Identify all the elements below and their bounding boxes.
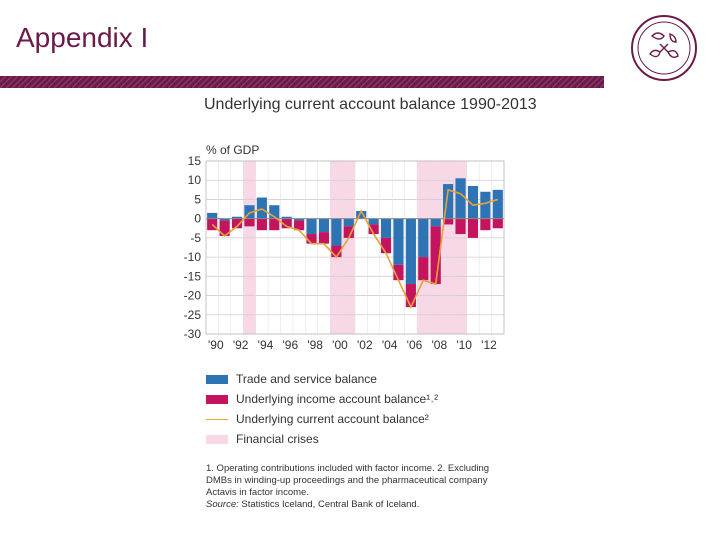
bar-income [269, 218, 280, 231]
legend-label-crisis: Financial crises [236, 432, 319, 446]
x-tick-label: '00 [332, 338, 348, 352]
bar-trade [480, 191, 491, 219]
bar-trade [331, 218, 342, 246]
bar-income [368, 224, 379, 235]
bar-trade [231, 216, 243, 219]
y-tick-label: -25 [184, 308, 202, 322]
bar-income [231, 218, 243, 229]
bar-trade [294, 218, 305, 221]
bar-income [318, 232, 330, 244]
bar-income [256, 218, 267, 231]
y-tick-label: -10 [184, 250, 202, 264]
bar-trade [343, 218, 354, 227]
legend-item-income: Underlying income account balance¹˒² [206, 389, 438, 409]
bar-trade [492, 189, 503, 219]
bar-trade [318, 218, 330, 233]
y-tick-label: -30 [184, 327, 202, 341]
plot-frame [205, 160, 505, 335]
bar-income [430, 226, 441, 285]
footnote-text: 1. Operating contributions included with… [206, 463, 490, 498]
bar-trade [256, 197, 267, 219]
crisis-band-0 [243, 161, 256, 334]
y-tick-label: 15 [188, 154, 202, 168]
line-current-account [211, 188, 499, 309]
legend-swatch-crisis [206, 434, 228, 444]
source-text: Statistics Iceland, Central Bank of Icel… [241, 499, 420, 510]
legend-label-current: Underlying current account balance² [236, 412, 429, 426]
bar-trade [219, 218, 230, 221]
bar-income [331, 245, 342, 258]
central-bank-emblem-icon [631, 15, 697, 81]
bar-trade [281, 216, 292, 219]
x-tick-label: '94 [258, 338, 274, 352]
y-tick-label: -15 [184, 269, 202, 283]
bar-trade [207, 212, 218, 219]
bar-trade [244, 205, 255, 219]
x-tick-label: '96 [283, 338, 299, 352]
x-tick-label: '10 [456, 338, 472, 352]
x-tick-label: '08 [432, 338, 448, 352]
bar-income [380, 237, 392, 254]
bar-trade [455, 178, 466, 219]
x-tick-label: '92 [233, 338, 249, 352]
bar-income [467, 218, 479, 238]
bar-income [443, 218, 454, 225]
legend-label-income: Underlying income account balance¹˒² [236, 392, 439, 406]
y-axis-label: % of GDP [206, 143, 259, 157]
bar-trade [368, 218, 379, 225]
x-tick-label: '02 [357, 338, 373, 352]
bar-income [418, 257, 429, 281]
bar-income [281, 218, 292, 229]
y-tick-label: 0 [194, 212, 201, 226]
y-tick-label: 5 [194, 192, 201, 206]
legend-item-trade: Trade and service balance [206, 369, 438, 389]
bar-trade [269, 205, 280, 219]
bar-trade [306, 218, 317, 235]
chart-legend: Trade and service balance Underlying inc… [206, 369, 438, 449]
bar-income [393, 264, 404, 281]
bar-income [306, 234, 317, 244]
bar-income [219, 220, 230, 236]
x-tick-label: '06 [407, 338, 423, 352]
x-tick-label: '12 [481, 338, 497, 352]
bar-income [480, 218, 491, 231]
x-tick-label: '90 [208, 338, 224, 352]
x-tick-label: '04 [382, 338, 398, 352]
source-label: Source: [206, 499, 239, 510]
legend-swatch-income [206, 394, 228, 404]
legend-swatch-trade [206, 374, 228, 384]
y-tick-label: -20 [184, 289, 202, 303]
bar-trade [356, 210, 367, 219]
legend-item-crisis: Financial crises [206, 429, 438, 449]
y-tick-label: 10 [188, 173, 202, 187]
bar-income [343, 226, 354, 238]
bar-income [492, 218, 503, 229]
bar-income [405, 284, 416, 308]
bar-trade [380, 218, 392, 238]
chart-title: Underlying current account balance 1990-… [204, 96, 537, 113]
bar-income [455, 218, 466, 235]
bar-trade [393, 218, 404, 265]
y-tick-label: -5 [190, 231, 201, 245]
legend-label-trade: Trade and service balance [236, 372, 377, 386]
bar-trade [467, 185, 479, 219]
bar-trade [430, 218, 441, 227]
bar-trade [405, 218, 416, 285]
bar-income [294, 220, 305, 231]
title-rule [0, 76, 604, 88]
legend-line-current [206, 418, 228, 420]
chart-footnote: 1. Operating contributions included with… [206, 463, 516, 511]
bar-trade [418, 218, 429, 258]
bar-trade [443, 184, 454, 219]
slide-title: Appendix I [16, 22, 149, 53]
x-tick-label: '98 [307, 338, 323, 352]
bar-income [244, 218, 255, 227]
legend-item-current: Underlying current account balance² [206, 409, 438, 429]
